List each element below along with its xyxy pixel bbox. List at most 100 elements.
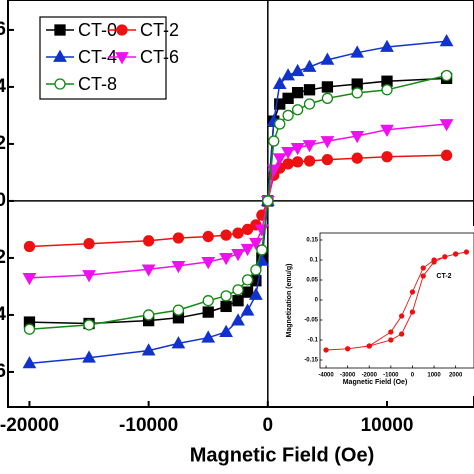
marker	[282, 109, 294, 122]
x-tick-label: 1000	[427, 373, 441, 379]
series-group	[323, 249, 470, 353]
marker	[350, 45, 365, 58]
marker	[83, 238, 95, 250]
legend-marker	[54, 78, 66, 90]
marker	[202, 306, 214, 318]
x-tick-label: -3000	[340, 373, 356, 379]
marker	[83, 319, 95, 331]
marker	[439, 33, 454, 47]
marker	[290, 143, 305, 156]
marker	[142, 235, 155, 247]
marker	[231, 313, 245, 326]
marker	[220, 229, 232, 241]
marker	[303, 155, 316, 167]
marker	[249, 287, 263, 300]
x-axis-label: Magnetic Field (Oe)	[190, 444, 374, 466]
marker	[442, 254, 448, 260]
annotation: CT-2	[436, 273, 451, 280]
marker	[272, 76, 287, 89]
marker	[282, 92, 294, 104]
marker	[82, 270, 96, 283]
marker	[303, 84, 316, 96]
marker	[274, 118, 286, 130]
marker	[282, 158, 294, 170]
marker	[250, 264, 262, 276]
legend-label: CT-4	[78, 47, 117, 67]
legend-label: CT-8	[78, 74, 117, 94]
marker	[220, 290, 232, 302]
legend-marker	[54, 24, 66, 36]
marker	[291, 104, 304, 116]
marker	[141, 343, 156, 356]
marker	[22, 356, 37, 369]
y-tick-label: 0.15	[306, 238, 318, 244]
y-tick-label: 0.05	[306, 278, 318, 284]
marker	[241, 223, 254, 236]
series-line	[325, 251, 467, 351]
y-tick-label: 0	[0, 190, 6, 211]
x-tick-label: 10000	[361, 415, 414, 436]
legend-marker	[53, 49, 67, 62]
marker	[291, 86, 304, 99]
series-group	[22, 33, 454, 369]
marker	[254, 224, 269, 237]
y-axis-label: Magnetization (emu/g)	[286, 264, 293, 338]
marker	[262, 195, 274, 207]
marker	[420, 265, 426, 271]
marker	[240, 303, 255, 316]
legend-marker	[116, 24, 128, 36]
x-tick-label: 0	[263, 415, 274, 436]
marker	[202, 230, 214, 243]
marker	[388, 337, 394, 343]
marker	[320, 136, 335, 149]
marker	[350, 131, 365, 144]
marker	[249, 237, 263, 251]
marker	[171, 261, 186, 274]
marker	[380, 39, 394, 52]
x-tick-label: -10000	[119, 415, 178, 436]
marker	[409, 289, 416, 295]
marker	[321, 81, 334, 93]
marker	[281, 147, 295, 160]
x-tick-label: -2000	[362, 373, 378, 379]
plot-frame	[319, 232, 474, 369]
x-axis-label: Magnetic Field (Oe)	[343, 379, 408, 386]
y-tick-label: 0.1	[310, 258, 319, 264]
marker	[219, 324, 233, 337]
marker	[220, 300, 232, 313]
inset-background	[312, 226, 474, 396]
legend-label: CT-2	[140, 20, 179, 40]
y-tick-label: -0.15	[304, 358, 318, 364]
marker	[232, 295, 244, 307]
marker	[274, 98, 286, 110]
marker	[201, 330, 216, 343]
y-tick-label: -0.2	[0, 247, 6, 268]
marker	[172, 304, 185, 316]
marker	[141, 264, 156, 277]
marker	[240, 243, 255, 257]
marker	[232, 227, 244, 239]
marker	[398, 313, 405, 319]
marker	[201, 257, 216, 270]
marker	[431, 257, 437, 263]
marker	[302, 140, 317, 153]
marker	[388, 329, 394, 335]
marker	[256, 244, 268, 256]
marker	[290, 63, 305, 77]
marker	[22, 272, 37, 286]
marker	[231, 249, 245, 262]
x-tick-label: -4000	[318, 373, 334, 379]
marker	[272, 153, 287, 166]
legend: CT-0 CT-2 CT-4 CT-6 CT-8	[39, 16, 179, 100]
marker	[23, 323, 36, 335]
y-tick-label: 0.4	[0, 76, 6, 97]
marker	[380, 124, 394, 138]
x-tick-label: 0	[411, 373, 415, 379]
marker	[440, 149, 453, 161]
marker	[351, 87, 363, 99]
marker	[320, 52, 335, 65]
legend-label: CT-0	[78, 20, 117, 40]
marker	[344, 346, 351, 352]
y-tick-label: -0.05	[304, 318, 318, 324]
marker	[268, 135, 280, 147]
